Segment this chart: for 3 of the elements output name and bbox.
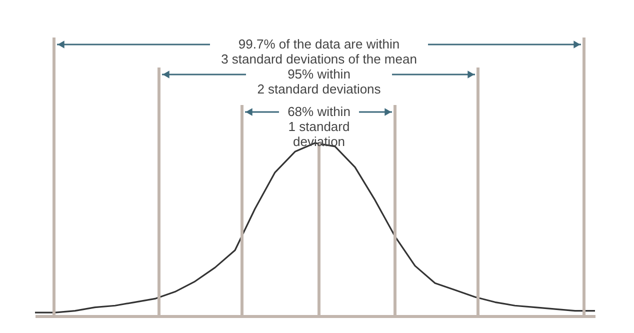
text: 95% within 2 standard deviations	[257, 66, 382, 96]
text: 99.7% of the data are within 3 standard deviations of the mean	[221, 36, 417, 66]
annotation: 68% within 1 standard deviation	[288, 104, 350, 149]
